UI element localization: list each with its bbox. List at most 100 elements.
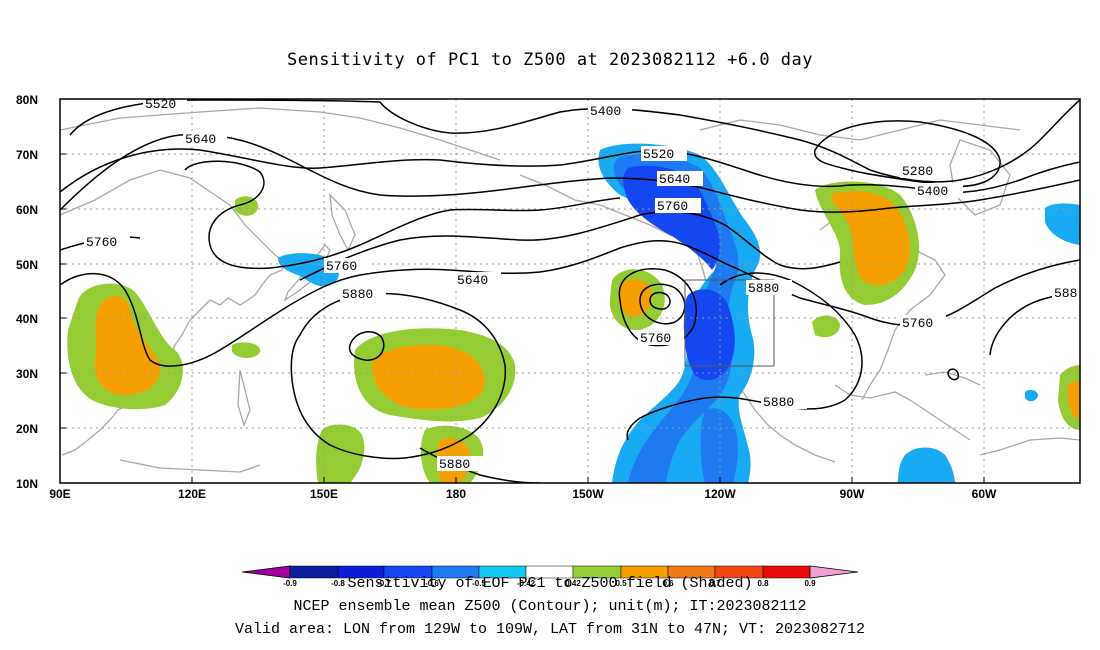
coastlines bbox=[60, 107, 1080, 473]
lat-label: 20N bbox=[16, 422, 38, 436]
axis-ticks bbox=[59, 98, 985, 483]
footer-valid-area: Valid area: LON from 129W to 109W, LAT f… bbox=[234, 621, 866, 638]
lat-label: 70N bbox=[16, 148, 38, 162]
contour-5880-inner bbox=[649, 291, 671, 310]
negative-inner-south bbox=[700, 408, 738, 483]
lon-label: 90E bbox=[49, 487, 70, 501]
positive-core-east bbox=[1067, 380, 1080, 420]
positive-spot-atlantic bbox=[812, 315, 840, 338]
contour-label: 5760 bbox=[657, 199, 688, 214]
colorbar-end-right bbox=[809, 565, 859, 579]
colorbar-label: 0.5 bbox=[615, 579, 627, 588]
coastline-arctic-islands bbox=[699, 119, 1021, 141]
negative-spot-east bbox=[1045, 203, 1080, 245]
lat-label: 80N bbox=[16, 93, 38, 107]
contour-5400-north bbox=[379, 99, 1080, 183]
coastline-indonesia bbox=[119, 459, 261, 473]
contour-label: 588 bbox=[1054, 286, 1077, 301]
lon-labels: 90E 120E 150E 180 150W 120W 90W 60W bbox=[49, 487, 997, 501]
positive-core-pacific bbox=[371, 344, 485, 410]
contour-5880-east bbox=[626, 272, 863, 441]
positive-sensitivity bbox=[67, 181, 1080, 483]
z500-contours bbox=[60, 99, 1080, 483]
colorbar-label: -0.7 bbox=[377, 579, 391, 588]
contour-5880-tropics bbox=[419, 447, 541, 483]
coastline-caribbean bbox=[924, 371, 981, 386]
lon-label: 120W bbox=[704, 487, 736, 501]
coastline-south-america bbox=[979, 437, 1080, 456]
contour-label: 5640 bbox=[185, 132, 216, 147]
contour-5520-north bbox=[69, 99, 381, 136]
contour-5280 bbox=[814, 120, 1001, 187]
contour-5640-loop bbox=[184, 160, 621, 270]
positive-spot-2 bbox=[232, 342, 261, 358]
chart-title: Sensitivity of PC1 to Z500 at 2023082112… bbox=[286, 50, 813, 70]
contour-label: 5760 bbox=[640, 331, 671, 346]
contour-label: 5760 bbox=[86, 235, 117, 250]
contour-label: 5880 bbox=[763, 395, 794, 410]
coastline-kamchatka bbox=[329, 193, 356, 252]
lon-label: 180 bbox=[446, 487, 466, 501]
contour-5880-far-east bbox=[989, 291, 1080, 356]
contour-label: 5640 bbox=[659, 172, 690, 187]
lon-label: 60W bbox=[972, 487, 997, 501]
lat-label: 10N bbox=[16, 477, 38, 491]
colorbar-labels: -0.9 -0.8 -0.7 -0.6 -0.5 -0.42 0.42 0.5 … bbox=[283, 579, 816, 588]
coastline-philippines bbox=[237, 369, 251, 427]
colorbar-label: -0.5 bbox=[472, 579, 486, 588]
colorbar-label: -0.6 bbox=[425, 579, 439, 588]
lat-label: 50N bbox=[16, 258, 38, 272]
positive-spot-1 bbox=[235, 196, 259, 216]
contour-5880-small bbox=[348, 331, 385, 361]
contour-label: 5880 bbox=[748, 281, 779, 296]
contour-label: 5760 bbox=[902, 316, 933, 331]
positive-region-tropics-1 bbox=[316, 424, 365, 483]
contour-label: 5520 bbox=[145, 97, 176, 112]
plot-frame bbox=[59, 98, 1081, 484]
contour-labels: 5520 5640 5400 5520 5640 5760 5280 5400 … bbox=[84, 97, 1080, 472]
lon-label: 120E bbox=[178, 487, 206, 501]
lat-label: 60N bbox=[16, 203, 38, 217]
lat-label: 30N bbox=[16, 367, 38, 381]
contour-5760-loop bbox=[618, 268, 697, 347]
coastline-siberia bbox=[60, 107, 501, 161]
contour-label: 5280 bbox=[902, 164, 933, 179]
lon-label: 150W bbox=[572, 487, 604, 501]
colorbar-label: 0.8 bbox=[757, 579, 769, 588]
contour-small-loop-east bbox=[947, 368, 960, 381]
lat-labels: 80N 70N 60N 50N 40N 30N 20N 10N bbox=[16, 93, 38, 491]
colorbar-label: 0.9 bbox=[804, 579, 816, 588]
colorbar bbox=[241, 565, 859, 579]
valid-area-box bbox=[684, 279, 775, 367]
footer-contour-caption: NCEP ensemble mean Z500 (Contour); unit(… bbox=[293, 598, 807, 615]
contour-label: 5760 bbox=[326, 259, 357, 274]
contour-label: 5880 bbox=[439, 457, 470, 472]
lon-label: 90W bbox=[840, 487, 865, 501]
colorbar-label: -0.8 bbox=[331, 579, 345, 588]
contour-label: 5520 bbox=[643, 147, 674, 162]
positive-core-canada bbox=[830, 191, 910, 286]
colorbar-label: 0.42 bbox=[565, 579, 581, 588]
contour-5640 bbox=[60, 133, 1080, 213]
contour-label: 5400 bbox=[917, 184, 948, 199]
footer-shading-caption: Sensitivity of EOF PC1 to Z500 field (Sh… bbox=[347, 575, 753, 592]
coastline-japan bbox=[283, 244, 331, 302]
lon-label: 150E bbox=[310, 487, 338, 501]
positive-core-asia bbox=[94, 295, 161, 395]
colorbar-label: 0.6 bbox=[662, 579, 674, 588]
lat-label: 40N bbox=[16, 312, 38, 326]
negative-region-caribbean bbox=[898, 447, 955, 483]
colorbar-label: -0.9 bbox=[283, 579, 297, 588]
contour-label: 5400 bbox=[590, 104, 621, 119]
contour-label: 5880 bbox=[342, 287, 373, 302]
contour-5640-wave bbox=[299, 210, 841, 281]
colorbar-label: 0.7 bbox=[709, 579, 721, 588]
gridlines bbox=[60, 99, 1080, 483]
contour-label: 5640 bbox=[457, 273, 488, 288]
negative-spot-small bbox=[1025, 389, 1038, 402]
coastline-alaska bbox=[519, 174, 691, 241]
contour-5880-pacific bbox=[290, 292, 507, 460]
colorbar-label: -0.42 bbox=[517, 579, 536, 588]
coastline-gulf bbox=[834, 384, 971, 441]
